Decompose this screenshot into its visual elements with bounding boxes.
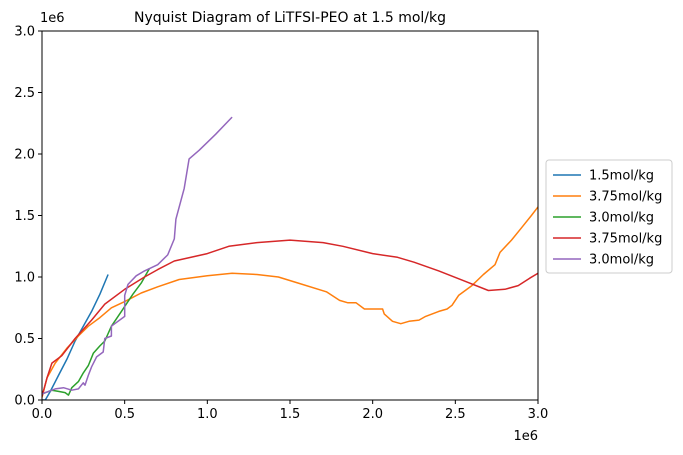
x-tick-label: 0.5 bbox=[114, 407, 135, 422]
x-tick-label: 2.5 bbox=[445, 407, 466, 422]
legend-label: 3.0mol/kg bbox=[589, 253, 654, 268]
series-line-5 bbox=[42, 116, 233, 395]
y-tick-label: 2.0 bbox=[14, 148, 35, 163]
y-tick-label: 1.0 bbox=[14, 271, 35, 286]
plot-frame bbox=[41, 30, 539, 401]
y-axis: 0.0 0.5 1.0 1.5 2.0 2.5 3.0 bbox=[14, 25, 42, 409]
series-line-1 bbox=[42, 274, 109, 400]
y-tick-label: 1.5 bbox=[14, 209, 35, 224]
chart-title: Nyquist Diagram of LiTFSI-PEO at 1.5 mol… bbox=[134, 10, 446, 26]
series-layer bbox=[42, 116, 538, 400]
x-tick-label: 3.0 bbox=[528, 407, 549, 422]
y-axis-offset-label: 1e6 bbox=[40, 11, 65, 26]
legend-label: 3.0mol/kg bbox=[589, 211, 654, 226]
x-axis: 0.0 0.5 1.0 1.5 2.0 2.5 3.0 bbox=[32, 400, 549, 422]
x-tick-label: 0.0 bbox=[32, 407, 53, 422]
x-tick-label: 1.0 bbox=[197, 407, 218, 422]
y-tick-label: 2.5 bbox=[14, 86, 35, 101]
series-line-2 bbox=[42, 206, 538, 398]
x-tick-label: 1.5 bbox=[280, 407, 301, 422]
legend-label: 3.75mol/kg bbox=[589, 232, 662, 247]
y-tick-label: 3.0 bbox=[14, 25, 35, 40]
x-tick-label: 2.0 bbox=[362, 407, 383, 422]
legend-box bbox=[545, 159, 673, 274]
legend-label: 3.75mol/kg bbox=[589, 190, 662, 205]
y-tick-label: 0.0 bbox=[14, 394, 35, 409]
series-line-4 bbox=[42, 239, 538, 397]
y-tick-label: 0.5 bbox=[14, 332, 35, 347]
x-axis-offset-label: 1e6 bbox=[513, 429, 538, 444]
legend-label: 1.5mol/kg bbox=[589, 169, 654, 184]
legend: 1.5mol/kg 3.75mol/kg 3.0mol/kg 3.75mol/kg 3.… bbox=[545, 159, 673, 274]
